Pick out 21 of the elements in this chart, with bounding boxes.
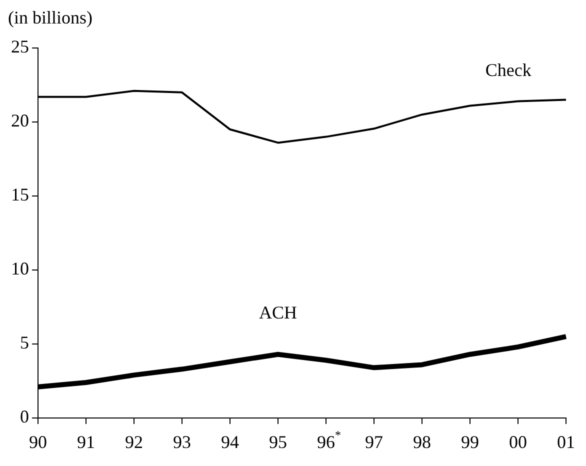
x-tick-label: 97 [365, 432, 383, 452]
y-tick-label: 20 [11, 110, 29, 131]
y-tick-label: 10 [11, 258, 29, 279]
x-tick-label: 93 [173, 432, 191, 452]
y-tick-label: 15 [11, 184, 29, 205]
x-tick-label: 90 [29, 432, 47, 452]
x-tick-label: 91 [77, 432, 95, 452]
x-tick-label: 99 [461, 432, 479, 452]
series-label: ACH [258, 302, 298, 322]
x-tick-label: 00 [509, 432, 527, 452]
y-tick-label: 25 [11, 36, 29, 57]
x-tick-label: 96* [317, 428, 341, 452]
y-axis-title: (in billions) [8, 8, 93, 28]
x-tick-label: 98 [413, 432, 431, 452]
x-tick-label: 01 [557, 432, 575, 452]
y-tick-label: 0 [20, 406, 29, 427]
x-tick-label: 92 [125, 432, 143, 452]
x-tick-label: 94 [221, 432, 239, 452]
series-label: Check [485, 60, 532, 80]
y-tick-label: 5 [20, 332, 29, 353]
x-tick-label: 95 [269, 432, 287, 452]
